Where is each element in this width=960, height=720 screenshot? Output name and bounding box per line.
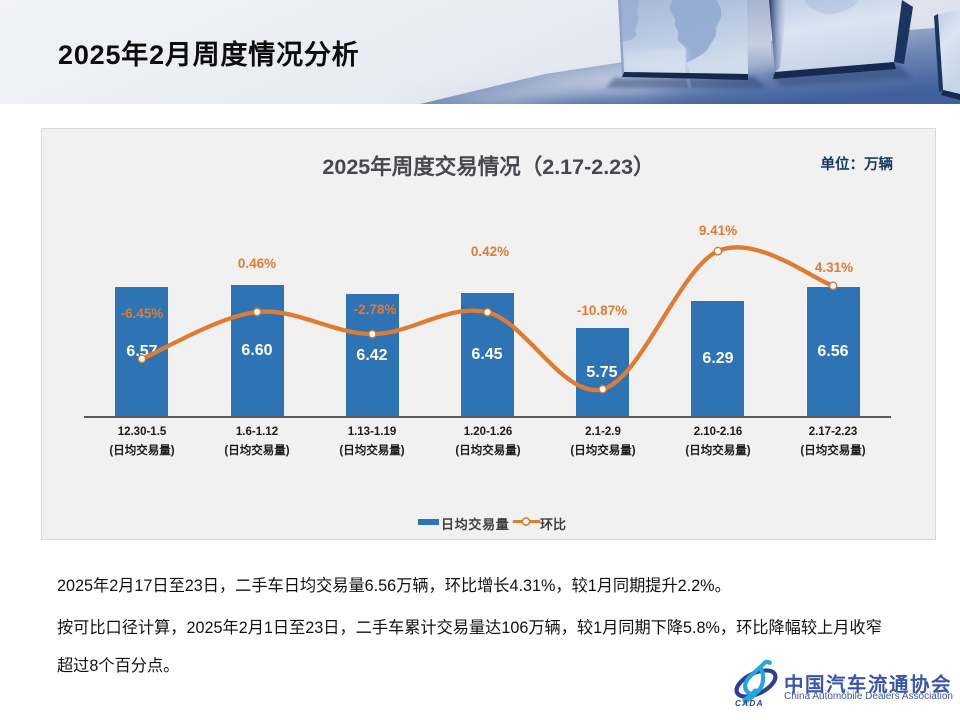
svg-text:CADA: CADA (735, 699, 764, 708)
